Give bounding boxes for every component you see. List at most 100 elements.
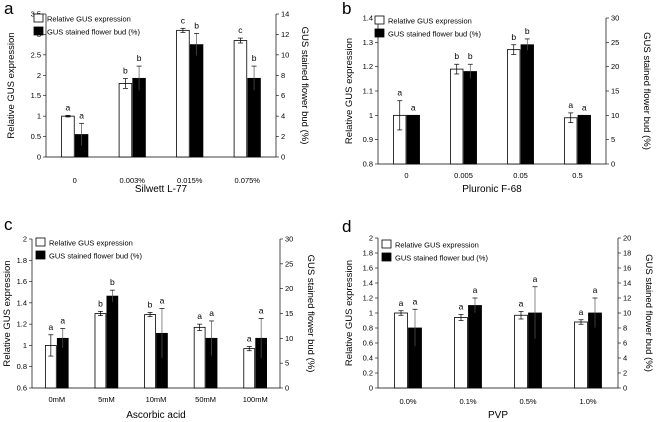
y-tick-label: 0.9 <box>363 135 373 144</box>
legend-label: Relative GUS expression <box>49 239 133 248</box>
x-tick-label: 10mM <box>146 395 167 404</box>
significance-letter: a <box>259 305 264 315</box>
x-tick-label: 0.5 <box>572 171 582 180</box>
bar-relative-gus <box>394 312 408 389</box>
y2-tick-label: 30 <box>285 235 293 244</box>
bar-relative-gus <box>118 83 133 158</box>
y2-tick-label: 2 <box>623 369 627 378</box>
bar-stained-bud <box>106 295 119 389</box>
x-tick-label: 0.1% <box>459 397 476 406</box>
y-tick-label: 1.2 <box>363 294 373 303</box>
x-tick-label: 0.0% <box>399 397 416 406</box>
y-tick-label: 0.8 <box>17 362 27 371</box>
significance-letter: c <box>181 15 186 25</box>
legend-swatch-stained-bud <box>374 28 385 38</box>
x-axis-title: PVP <box>488 410 508 421</box>
significance-letter: b <box>194 20 199 30</box>
legend-swatch-relative-gus <box>381 239 392 249</box>
significance-letter: b <box>110 277 115 287</box>
y2-tick-label: 6 <box>623 339 627 348</box>
y2-tick-label: 0 <box>623 384 627 393</box>
significance-letter: a <box>60 315 65 325</box>
significance-letter: a <box>66 102 71 112</box>
y2-axis-title: GUS stained flower bud (%) <box>305 255 316 373</box>
significance-letter: a <box>209 308 214 318</box>
y-tick-label: 1 <box>37 112 41 121</box>
significance-letter: b <box>468 51 473 61</box>
y2-tick-label: 0 <box>611 160 615 169</box>
significance-letter: b <box>511 32 516 42</box>
y2-tick-label: 6 <box>281 91 285 100</box>
bar-relative-gus <box>94 313 107 389</box>
bar-relative-gus <box>233 40 248 158</box>
significance-letter: a <box>533 274 538 284</box>
y-axis-title: Relative GUS expression <box>2 260 13 366</box>
bar-relative-gus <box>454 317 468 389</box>
panel-letter: a <box>4 0 14 18</box>
y2-axis-title: GUS stained flower bud (%) <box>643 254 654 372</box>
panel-letter: c <box>4 215 13 234</box>
y2-axis-title: GUS stained flower bud (%) <box>299 27 310 145</box>
y2-tick-label: 10 <box>623 309 631 318</box>
bar-stained-bud <box>577 114 591 165</box>
y-tick-label: 0.6 <box>17 384 27 393</box>
y-tick-label: 1.6 <box>17 277 27 286</box>
legend-label: GUS stained flower bud (%) <box>49 252 142 261</box>
panel-letter: b <box>342 0 351 18</box>
bar-relative-gus <box>61 115 75 158</box>
y2-tick-label: 14 <box>623 279 631 288</box>
panel-d: d00.20.40.60.811.21.41.61.82024681012141… <box>342 217 654 421</box>
y2-axis-title: GUS stained flower bud (%) <box>641 32 652 150</box>
x-tick-label: 0.003% <box>120 176 146 185</box>
y2-tick-label: 30 <box>611 14 619 23</box>
y-tick-label: 1.2 <box>363 62 373 71</box>
bar-stained-bud <box>463 71 477 165</box>
significance-letter: a <box>399 298 404 308</box>
significance-letter: a <box>160 296 165 306</box>
x-tick-label: 0.05 <box>513 171 528 180</box>
bar-relative-gus <box>574 321 588 389</box>
x-tick-label: 50mM <box>195 395 216 404</box>
y-tick-label: 1.4 <box>363 14 373 23</box>
bar-stained-bud <box>406 114 420 165</box>
significance-letter: b <box>123 66 128 76</box>
x-tick-label: 0 <box>73 176 77 185</box>
significance-letter: a <box>247 333 252 343</box>
y2-tick-label: 5 <box>611 135 615 144</box>
y-axis-title: Relative GUS expression <box>344 38 355 144</box>
significance-letter: a <box>411 102 416 112</box>
significance-letter: b <box>252 53 257 63</box>
legend-swatch-stained-bud <box>33 26 44 36</box>
y2-tick-label: 20 <box>611 62 619 71</box>
y2-tick-label: 25 <box>285 259 293 268</box>
significance-letter: b <box>98 298 103 308</box>
x-axis-title: Pluronic F-68 <box>462 184 522 195</box>
x-axis-title: Ascorbic acid <box>126 410 185 421</box>
y2-tick-label: 12 <box>623 294 631 303</box>
legend-swatch-stained-bud <box>381 252 392 262</box>
y-tick-label: 0.2 <box>363 369 373 378</box>
significance-letter: b <box>137 53 142 63</box>
significance-letter: a <box>197 311 202 321</box>
y2-tick-label: 18 <box>623 249 631 258</box>
y2-tick-label: 25 <box>611 38 619 47</box>
bar-relative-gus <box>176 29 190 158</box>
legend-label: GUS stained flower bud (%) <box>47 28 140 37</box>
legend-swatch-relative-gus <box>35 237 46 247</box>
y2-tick-label: 0 <box>285 384 289 393</box>
y-tick-label: 2.5 <box>31 50 41 59</box>
y-tick-label: 1 <box>23 341 27 350</box>
significance-letter: a <box>519 299 524 309</box>
legend-label: GUS stained flower bud (%) <box>395 254 488 263</box>
y2-tick-label: 8 <box>281 71 285 80</box>
y-tick-label: 1.8 <box>17 256 27 265</box>
y2-tick-label: 15 <box>611 87 619 96</box>
significance-letter: a <box>473 285 478 295</box>
y2-tick-label: 20 <box>285 284 293 293</box>
y2-tick-label: 10 <box>285 334 293 343</box>
y-axis-title: Relative GUS expression <box>344 260 355 366</box>
significance-letter: b <box>148 299 153 309</box>
panel-a: a00.511.522.533.5024681012140aa0.003%bb0… <box>4 0 310 195</box>
significance-letter: a <box>413 296 418 306</box>
